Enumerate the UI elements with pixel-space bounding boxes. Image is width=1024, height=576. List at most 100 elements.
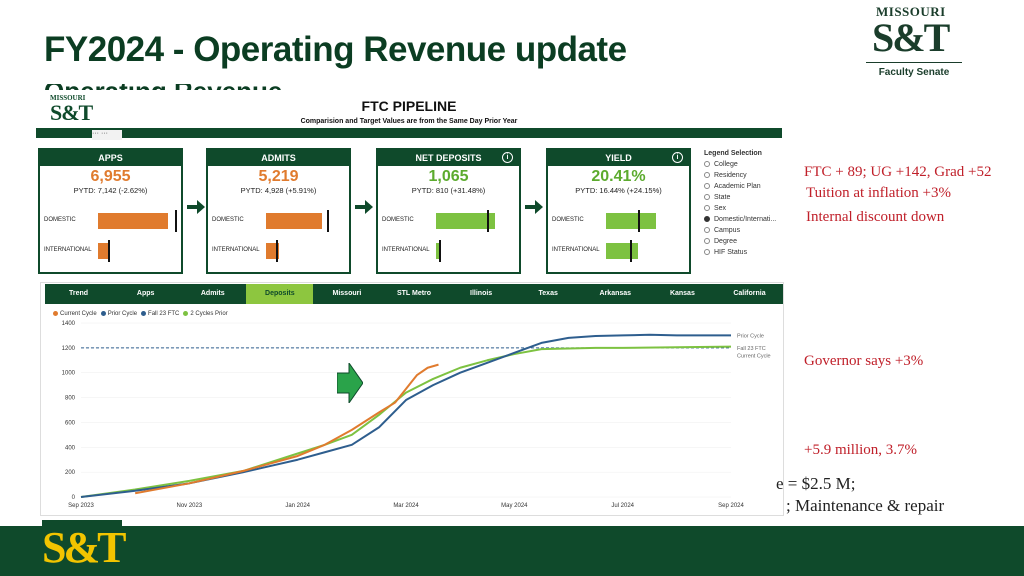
x-tick-label: Sep 2024	[718, 503, 744, 509]
info-icon[interactable]: i	[672, 152, 683, 163]
tab-trend[interactable]: Trend	[69, 290, 89, 297]
two-cycles-prior-line	[80, 345, 732, 498]
y-tick-label: 600	[65, 420, 76, 426]
dashboard-title: FTC PIPELINE	[361, 98, 457, 114]
legend-option-label: Residency	[714, 172, 747, 179]
legend-option[interactable]: Domestic/Internati...	[704, 214, 784, 225]
tab-illinois[interactable]: Illinois	[470, 290, 493, 297]
dashboard-subtitle: Comparision and Target Values are from t…	[300, 118, 518, 125]
green-arrow-icon	[337, 363, 363, 403]
series-legend-item[interactable]: Fall 23 FTC	[137, 311, 179, 317]
international-bar	[606, 243, 638, 259]
x-tick-label: Nov 2023	[176, 503, 202, 509]
domestic-bar	[98, 213, 169, 229]
domestic-target-marker	[326, 210, 329, 232]
radio-icon[interactable]	[704, 183, 710, 190]
legend-dot-icon	[141, 311, 147, 316]
domestic-label: DOMESTIC	[552, 217, 584, 223]
dashboard-logo-missouri: MISSOURI	[50, 94, 86, 102]
radio-icon[interactable]	[704, 216, 710, 223]
tab-admits[interactable]: Admits	[200, 290, 225, 297]
radio-icon[interactable]	[704, 172, 710, 179]
legend-option[interactable]: HIF Status	[704, 247, 784, 258]
dashboard-header-area: MISSOURI S&T FTC PIPELINE Comparision an…	[36, 90, 782, 280]
flow-arrow-icon	[525, 200, 543, 214]
note-revenue: +5.9 million, 3.7%	[804, 442, 918, 458]
series-legend-label: 2 Cycles Prior	[190, 311, 228, 318]
tab-arkansas[interactable]: Arkansas	[599, 290, 632, 297]
line-end-label: Prior Cycle	[737, 333, 764, 339]
domestic-bar	[606, 213, 656, 229]
slide-title: FY2024 - Operating Revenue update	[44, 30, 627, 69]
kpi-card-label: YIELD	[605, 153, 632, 163]
x-tick-label: Jan 2024	[285, 503, 310, 509]
tab-missouri[interactable]: Missouri	[332, 290, 362, 297]
legend-option[interactable]: Residency	[704, 170, 784, 181]
y-tick-label: 1200	[62, 346, 76, 352]
tab-california[interactable]: California	[733, 290, 766, 297]
legend-option-label: HIF Status	[714, 249, 748, 256]
y-tick-label: 1400	[62, 321, 76, 327]
international-bar-row: INTERNATIONAL	[212, 240, 347, 262]
domestic-label: DOMESTIC	[382, 217, 414, 223]
kpi-prior-year: PYTD: 7,142 (-2.62%)	[73, 186, 148, 195]
note-maintenance: ; Maintenance & repair	[786, 496, 945, 515]
legend-option[interactable]: Academic Plan	[704, 181, 784, 192]
international-bar	[436, 243, 441, 259]
international-target-marker	[630, 240, 632, 262]
series-legend-item[interactable]: Current Cycle	[49, 311, 97, 317]
radio-icon[interactable]	[704, 238, 710, 245]
radio-icon[interactable]	[704, 161, 710, 168]
legend-option[interactable]: College	[704, 159, 784, 170]
line-end-label: Fall 23 FTC	[737, 346, 766, 352]
logo-divider	[866, 62, 962, 63]
kpi-card-label: NET DEPOSITS	[415, 153, 482, 163]
y-tick-label: 400	[65, 445, 76, 451]
radio-icon[interactable]	[704, 249, 710, 256]
kpi-card-admits: ADMITS 5,219 PYTD: 4,928 (+5.91%) DOMESTIC I…	[206, 148, 351, 274]
dashboard-controls[interactable]: ··· ···	[92, 130, 122, 140]
legend-option[interactable]: Sex	[704, 203, 784, 214]
kpi-card-yield: YIELD i 20.41% PYTD: 16.44% (+24.15%) DOMEST…	[546, 148, 691, 274]
international-target-marker	[439, 240, 442, 262]
prior-cycle-line	[80, 333, 731, 498]
kpi-prior-year: PYTD: 16.44% (+24.15%)	[575, 186, 662, 195]
international-label: INTERNATIONAL	[552, 247, 600, 253]
legend-option[interactable]: Degree	[704, 236, 784, 247]
legend-option-label: Campus	[714, 227, 741, 234]
kpi-value: 5,219	[258, 168, 299, 185]
legend-option-label: Domestic/Internati...	[714, 216, 777, 223]
footer-bar	[0, 526, 1024, 576]
tab-texas[interactable]: Texas	[538, 290, 558, 297]
domestic-bar	[436, 213, 496, 229]
info-icon[interactable]: i	[502, 152, 513, 163]
international-label: INTERNATIONAL	[212, 247, 260, 253]
domestic-bar	[266, 213, 322, 229]
legend-option-label: Degree	[714, 238, 737, 245]
kpi-card-title: APPS	[40, 150, 181, 166]
tab-stl-metro[interactable]: STL Metro	[396, 290, 432, 297]
deposits-line-chart: 0 200 400 600 800 1000 1200 1400 Sep 2023 Nov 202…	[62, 321, 771, 509]
legend-option-label: College	[714, 161, 738, 168]
series-legend-item[interactable]: 2 Cycles Prior	[179, 311, 228, 318]
legend-dot-icon	[183, 311, 189, 316]
ftc-pipeline-dashboard: MISSOURI S&T FTC PIPELINE Comparision an…	[36, 90, 784, 522]
tab-deposits[interactable]: Deposits	[246, 284, 314, 304]
y-tick-label: 800	[65, 396, 76, 402]
radio-icon[interactable]	[704, 194, 710, 201]
radio-icon[interactable]	[704, 205, 710, 212]
legend-option[interactable]: State	[704, 192, 784, 203]
series-legend-item[interactable]: Prior Cycle	[97, 311, 137, 317]
tab-apps[interactable]: Apps	[136, 290, 155, 297]
domestic-bar-row: DOMESTIC	[552, 210, 687, 232]
radio-icon[interactable]	[704, 227, 710, 234]
dashboard-logo-st: S&T	[50, 100, 93, 125]
legend-option[interactable]: Campus	[704, 225, 784, 236]
note-discount: Internal discount down	[806, 209, 945, 225]
series-legend-label: Prior Cycle	[107, 311, 138, 318]
y-tick-label: 1000	[62, 371, 76, 377]
kpi-card-title: ADMITS	[208, 150, 349, 166]
legend-option-label: State	[714, 194, 731, 201]
tab-kansas[interactable]: Kansas	[669, 290, 695, 297]
logo-missouri-text: MISSOURI	[876, 4, 946, 19]
